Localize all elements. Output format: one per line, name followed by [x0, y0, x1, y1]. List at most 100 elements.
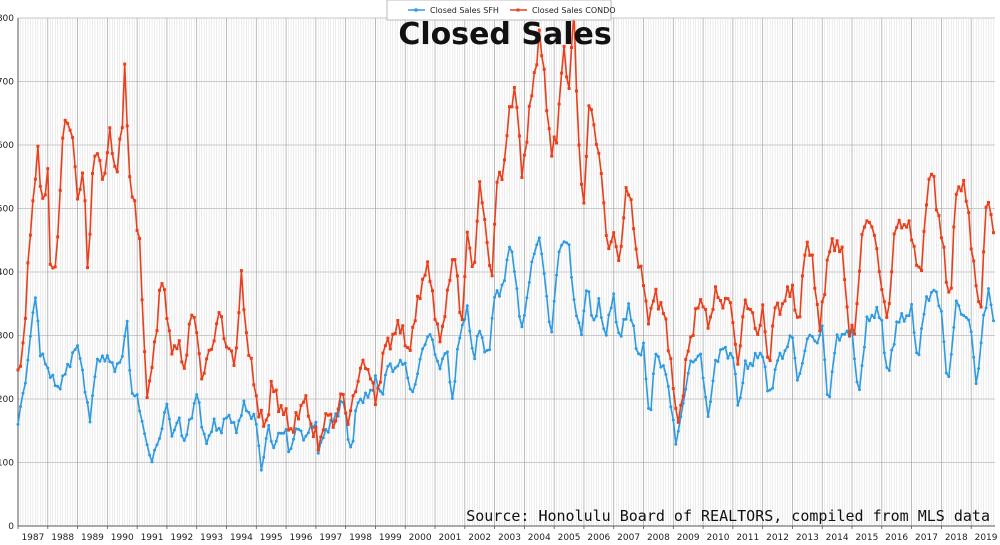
- data-point-sfh: [959, 312, 963, 316]
- data-point-sfh: [239, 414, 243, 417]
- data-point-sfh: [795, 378, 799, 382]
- data-point-sfh: [527, 281, 531, 284]
- data-point-condo: [182, 366, 186, 370]
- data-point-condo: [768, 359, 772, 363]
- data-point-sfh: [721, 347, 725, 351]
- data-point-condo: [396, 319, 400, 322]
- data-point-sfh: [882, 351, 886, 355]
- data-point-sfh: [383, 373, 387, 377]
- data-point-sfh: [661, 364, 665, 368]
- data-point-sfh: [818, 333, 822, 337]
- data-point-condo: [279, 404, 283, 408]
- y-tick-label: 400: [0, 268, 14, 278]
- data-point-sfh: [594, 314, 598, 318]
- data-point-condo: [609, 240, 613, 244]
- data-point-sfh: [108, 360, 112, 364]
- data-point-condo: [795, 315, 799, 319]
- data-point-condo: [78, 187, 82, 191]
- data-point-sfh: [105, 354, 109, 358]
- data-point-sfh: [185, 433, 189, 437]
- data-point-condo: [41, 196, 45, 200]
- data-point-condo: [726, 297, 730, 301]
- data-point-condo: [346, 422, 350, 426]
- data-point-sfh: [284, 427, 288, 431]
- data-point-condo: [210, 347, 214, 351]
- data-point-condo: [912, 244, 916, 248]
- data-point-sfh: [431, 338, 434, 342]
- data-point-sfh: [304, 434, 308, 438]
- data-point-condo: [411, 325, 415, 329]
- data-point-sfh: [279, 431, 283, 435]
- data-point-condo: [897, 218, 901, 222]
- data-point-condo: [294, 411, 298, 415]
- data-point-sfh: [297, 427, 300, 431]
- data-point-sfh: [880, 318, 884, 322]
- data-point-condo: [557, 102, 561, 106]
- data-point-sfh: [778, 351, 782, 355]
- data-point-sfh: [83, 390, 87, 394]
- data-point-sfh: [41, 352, 45, 356]
- data-point-condo: [361, 358, 365, 362]
- data-point-condo: [848, 334, 851, 338]
- data-point-condo: [738, 344, 742, 348]
- data-point-sfh: [28, 334, 32, 338]
- data-point-condo: [776, 301, 780, 305]
- data-point-condo: [818, 329, 822, 333]
- data-point-condo: [552, 135, 556, 139]
- data-point-condo: [23, 316, 27, 320]
- x-tick-label: 2018: [945, 533, 968, 543]
- data-point-sfh: [599, 316, 603, 319]
- data-point-condo: [512, 86, 516, 89]
- data-point-sfh: [805, 337, 809, 341]
- data-point-condo: [252, 383, 256, 387]
- data-point-sfh: [845, 329, 849, 333]
- data-point-sfh: [671, 418, 675, 422]
- data-point-condo: [736, 362, 740, 366]
- data-point-condo: [441, 324, 444, 328]
- series-line: [17, 237, 995, 471]
- data-point-condo: [366, 368, 370, 371]
- data-point-condo: [292, 430, 295, 434]
- data-point-sfh: [592, 318, 596, 322]
- x-tick-label: 2002: [468, 533, 491, 543]
- data-point-condo: [649, 306, 653, 310]
- data-point-condo: [95, 152, 99, 156]
- data-point-sfh: [192, 401, 196, 405]
- data-point-condo: [962, 178, 966, 182]
- data-point-condo: [820, 300, 824, 304]
- data-point-sfh: [349, 445, 353, 449]
- data-point-sfh: [547, 320, 551, 324]
- data-point-sfh: [346, 438, 350, 441]
- data-point-condo: [200, 377, 204, 381]
- data-point-sfh: [113, 370, 117, 374]
- data-point-condo: [952, 225, 956, 229]
- x-tick-label: 2010: [707, 533, 730, 543]
- data-point-condo: [227, 347, 231, 351]
- data-point-sfh: [808, 333, 812, 337]
- data-point-sfh: [254, 422, 258, 426]
- data-point-condo: [386, 336, 390, 340]
- data-point-sfh: [634, 347, 638, 351]
- data-point-condo: [16, 368, 20, 372]
- data-point-condo: [351, 394, 355, 398]
- data-point-sfh: [915, 351, 919, 355]
- data-point-condo: [627, 193, 631, 197]
- data-point-sfh: [237, 419, 241, 423]
- data-point-sfh: [428, 333, 432, 336]
- data-point-condo: [336, 407, 340, 411]
- data-point-condo: [63, 118, 67, 122]
- data-point-sfh: [555, 273, 559, 277]
- legend-marker-condo: [516, 8, 520, 12]
- data-point-condo: [803, 253, 807, 257]
- data-point-condo: [719, 299, 722, 302]
- data-point-condo: [508, 105, 511, 109]
- data-point-sfh: [984, 306, 988, 310]
- data-point-sfh: [351, 439, 355, 443]
- data-point-sfh: [498, 294, 501, 298]
- data-point-condo: [651, 299, 655, 303]
- data-point-sfh: [197, 401, 201, 404]
- data-point-condo: [225, 345, 228, 349]
- data-point-sfh: [520, 325, 524, 329]
- data-point-condo: [282, 413, 286, 416]
- data-point-sfh: [120, 354, 124, 358]
